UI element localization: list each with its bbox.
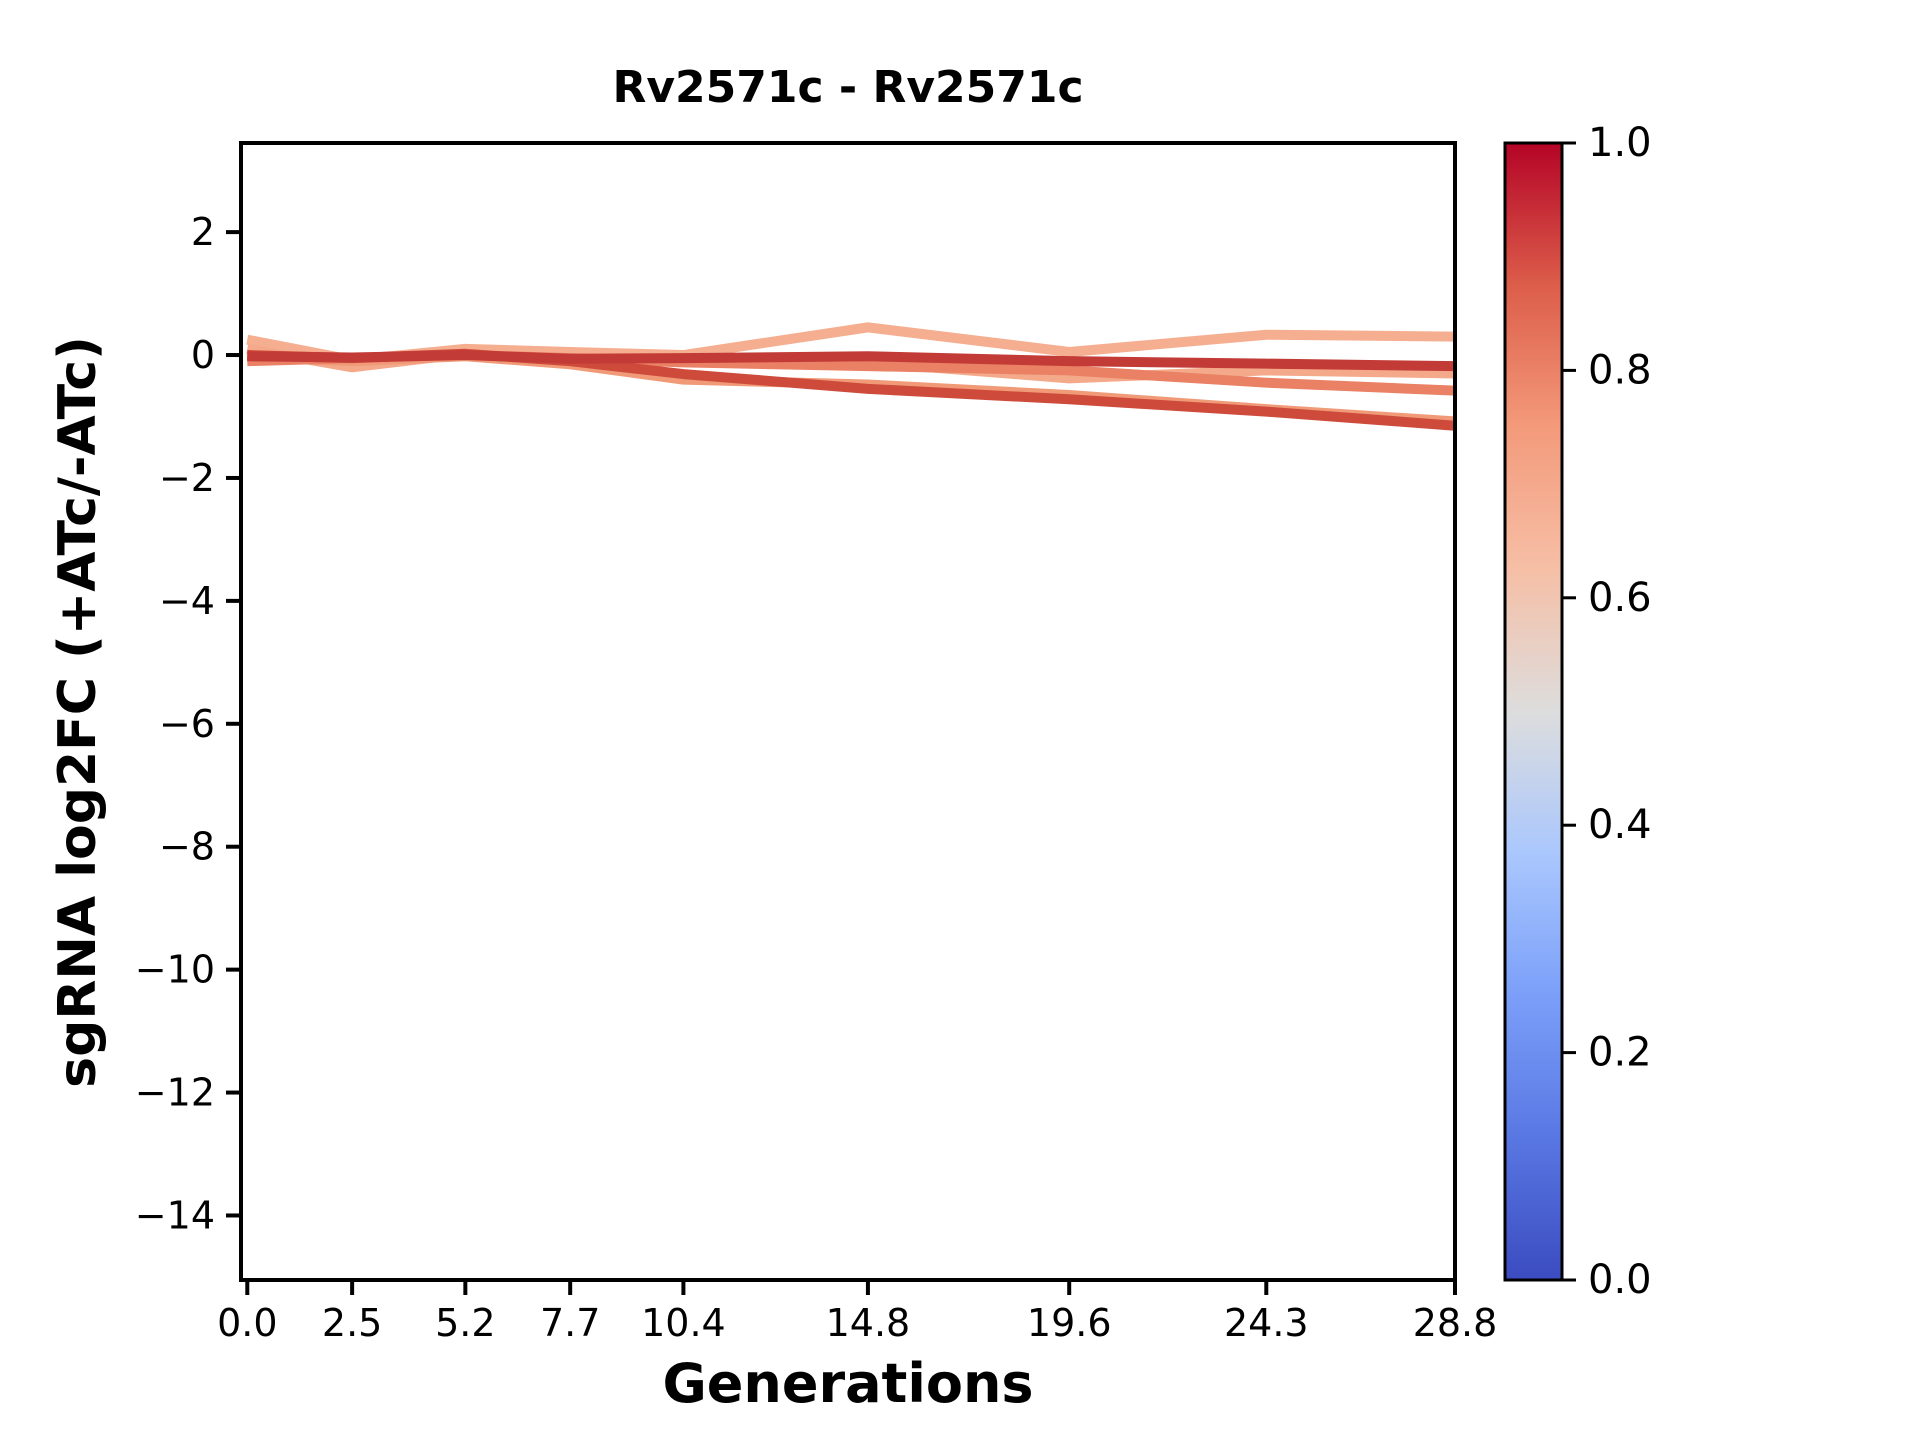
series-line-6 (247, 350, 1455, 372)
x-tick-label: 7.7 (540, 1301, 600, 1345)
colorbar-tick-label: 0.2 (1588, 1030, 1652, 1076)
y-tick-label: −8 (159, 825, 215, 869)
x-tick-label: 10.4 (641, 1301, 726, 1345)
x-axis-label: Generations (662, 1352, 1034, 1415)
x-tick-label: 0.0 (217, 1301, 277, 1345)
x-tick-label: 14.8 (826, 1301, 911, 1345)
colorbar (1503, 141, 1564, 1282)
y-tick-label: −2 (159, 456, 215, 500)
colorbar-tick-label: 0.4 (1588, 802, 1652, 848)
y-axis-ticks: 2 0 −2 −4 −6 −8 −10 −12 −14 (135, 210, 241, 1237)
colorbar-tick-label: 0.0 (1588, 1257, 1652, 1303)
colorbar-ticks: 1.0 0.8 0.6 0.4 0.2 0.0 (1562, 120, 1652, 1303)
chart-title: Rv2571c - Rv2571c (612, 62, 1084, 113)
y-tick-label: −12 (135, 1071, 215, 1115)
series-lines (246, 322, 1455, 431)
y-tick-label: −10 (135, 948, 215, 992)
colorbar-tick-label: 0.6 (1588, 575, 1652, 621)
y-tick-label: 2 (191, 210, 215, 254)
x-tick-label: 2.5 (322, 1301, 382, 1345)
x-tick-label: 28.8 (1413, 1301, 1498, 1345)
y-tick-label: −6 (159, 702, 215, 746)
y-tick-label: −14 (135, 1193, 215, 1237)
y-tick-label: 0 (191, 333, 215, 377)
y-tick-label: −4 (159, 579, 215, 623)
x-tick-label: 19.6 (1027, 1301, 1112, 1345)
y-axis-label: sgRNA log2FC (+ATc/-ATc) (48, 336, 108, 1088)
x-tick-label: 5.2 (435, 1301, 495, 1345)
colorbar-tick-label: 1.0 (1588, 120, 1652, 166)
axes-spines (239, 141, 1457, 1282)
x-tick-label: 24.3 (1224, 1301, 1309, 1345)
colorbar-tick-label: 0.8 (1588, 347, 1652, 393)
x-axis-ticks: 0.0 2.5 5.2 7.7 10.4 14.8 19.6 24.3 28.8 (217, 1280, 1497, 1345)
